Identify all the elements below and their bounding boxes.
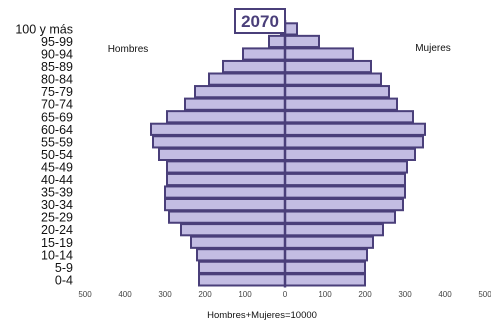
- age-group-label: 25-29: [41, 211, 73, 225]
- bar-mujeres-95-99: [284, 34, 320, 49]
- age-group-label: 100 y más: [15, 22, 73, 36]
- bar-hombres-10-14: [196, 248, 286, 262]
- bar-mujeres-10-14: [284, 248, 368, 262]
- x-tick-label: 0: [283, 290, 288, 299]
- age-group-label: 85-89: [41, 60, 73, 74]
- bar-hombres-55-59: [152, 135, 286, 149]
- age-group-label: 45-49: [41, 160, 73, 174]
- bar-hombres-65-69: [166, 110, 286, 124]
- bars-group: [150, 22, 426, 287]
- bar-mujeres-50-54: [284, 147, 416, 162]
- x-tick-label: 500: [478, 290, 491, 299]
- bar-mujeres-60-64: [284, 122, 426, 136]
- bar-hombres-40-44: [166, 172, 286, 187]
- bar-mujeres-75-79: [284, 85, 390, 99]
- age-group-label: 90-94: [41, 48, 73, 62]
- bar-hombres-50-54: [158, 147, 286, 162]
- bar-hombres-70-74: [184, 97, 286, 111]
- bar-hombres-20-24: [180, 223, 286, 237]
- year-title-box: [234, 8, 286, 34]
- bar-mujeres-45-49: [284, 160, 408, 174]
- age-group-label: 50-54: [41, 148, 73, 162]
- bar-hombres-45-49: [166, 160, 286, 174]
- bar-mujeres-55-59: [284, 135, 424, 149]
- bar-mujeres-20-24: [284, 223, 384, 237]
- x-tick-label: 200: [358, 290, 372, 299]
- age-group-label: 95-99: [41, 35, 73, 49]
- age-group-label: 15-19: [41, 236, 73, 250]
- bar-hombres-75-79: [194, 85, 286, 99]
- right-side-label: Mujeres: [415, 43, 451, 54]
- x-tick-label: 300: [158, 290, 172, 299]
- year-title: 2070: [241, 12, 279, 31]
- bar-hombres-35-39: [164, 185, 286, 199]
- x-tick-labels-group: 500 400 300 200 100 0 100 200 300 400 500: [78, 290, 491, 299]
- age-group-label: 5-9: [55, 261, 73, 275]
- bar-hombres-5-9: [198, 260, 286, 274]
- bar-mujeres-100-y-más: [284, 22, 298, 36]
- x-axis-label: Hombres+Mujeres=10000: [207, 310, 317, 321]
- age-labels-group: 0-45-910-1415-1920-2425-2930-3435-3940-4…: [15, 22, 73, 287]
- bar-mujeres-65-69: [284, 110, 414, 124]
- bar-hombres-0-4: [198, 273, 286, 287]
- age-group-label: 35-39: [41, 186, 73, 200]
- age-group-label: 70-74: [41, 98, 73, 112]
- bar-mujeres-90-94: [284, 47, 354, 61]
- bar-mujeres-30-34: [284, 198, 404, 212]
- bar-mujeres-40-44: [284, 172, 406, 187]
- bar-mujeres-5-9: [284, 260, 366, 274]
- x-tick-label: 100: [318, 290, 332, 299]
- age-group-label: 65-69: [41, 110, 73, 124]
- bar-mujeres-80-84: [284, 72, 382, 86]
- age-group-label: 80-84: [41, 73, 73, 87]
- bar-hombres-90-94: [242, 47, 286, 61]
- bar-mujeres-25-29: [284, 210, 396, 224]
- x-tick-label: 400: [118, 290, 132, 299]
- bar-mujeres-85-89: [284, 59, 372, 74]
- bar-hombres-80-84: [208, 72, 286, 86]
- bar-mujeres-0-4: [284, 273, 366, 287]
- age-group-label: 60-64: [41, 123, 73, 137]
- left-side-label: Hombres: [108, 44, 149, 55]
- bar-hombres-95-99: [268, 34, 286, 49]
- bar-hombres-85-89: [222, 59, 286, 74]
- x-tick-label: 500: [78, 290, 92, 299]
- bar-mujeres-70-74: [284, 97, 398, 111]
- age-group-label: 0-4: [55, 273, 73, 287]
- age-group-label: 75-79: [41, 85, 73, 99]
- bar-hombres-30-34: [164, 198, 286, 212]
- x-tick-label: 200: [198, 290, 212, 299]
- x-tick-label: 100: [238, 290, 252, 299]
- x-tick-label: 300: [398, 290, 412, 299]
- bar-hombres-25-29: [168, 210, 286, 224]
- bar-hombres-15-19: [190, 235, 286, 249]
- age-group-label: 10-14: [41, 248, 73, 262]
- age-group-label: 40-44: [41, 173, 73, 187]
- age-group-label: 55-59: [41, 135, 73, 149]
- bar-mujeres-35-39: [284, 185, 406, 199]
- x-tick-label: 400: [438, 290, 452, 299]
- bar-hombres-60-64: [150, 122, 286, 136]
- age-group-label: 20-24: [41, 223, 73, 237]
- bar-mujeres-15-19: [284, 235, 374, 249]
- age-group-label: 30-34: [41, 198, 73, 212]
